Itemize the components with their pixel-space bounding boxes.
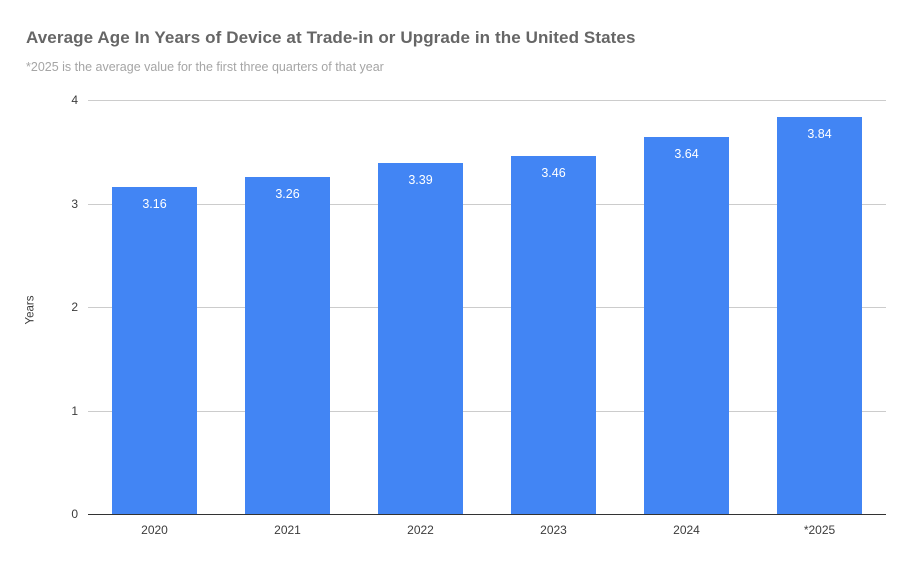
x-axis-tick-label: 2021 <box>274 523 301 537</box>
bar[interactable]: 3.64 <box>644 137 729 514</box>
chart-title: Average Age In Years of Device at Trade-… <box>26 28 636 47</box>
gridline <box>88 410 886 412</box>
y-axis-tick-label: 0 <box>71 507 78 521</box>
bar[interactable]: 3.16 <box>112 186 197 514</box>
bar-value-label: 3.64 <box>674 147 699 162</box>
bar[interactable]: 3.39 <box>378 163 463 514</box>
axis-baseline <box>88 514 886 515</box>
x-axis-tick-label: 2024 <box>673 523 700 537</box>
x-axis-tick-label: *2025 <box>803 523 836 537</box>
bar-value-label: 3.16 <box>142 196 167 211</box>
y-axis-tick-label: 4 <box>71 93 78 107</box>
y-axis-tick-label: 1 <box>71 403 78 418</box>
y-axis-tick-label: 2 <box>71 300 78 314</box>
bar-value-label: 3.39 <box>408 173 433 188</box>
bar-value-label: 3.26 <box>275 186 300 201</box>
chart-subtitle: *2025 is the average value for the first… <box>26 60 384 74</box>
bar[interactable]: 3.46 <box>511 155 596 514</box>
plot-area: 3.16 3.26 3.39 3.46 3.64 3.84 <box>88 100 886 515</box>
x-axis-tick-label: 2022 <box>407 523 434 537</box>
y-axis-tick-label: 3 <box>71 196 78 211</box>
x-axis-tick-label: 2020 <box>141 523 168 537</box>
bar-value-label: 3.46 <box>541 165 566 180</box>
gridline <box>88 100 886 101</box>
bar[interactable]: 3.26 <box>245 176 330 514</box>
gridline <box>88 203 886 205</box>
x-axis-tick-label: 2023 <box>540 523 567 537</box>
bar[interactable]: 3.84 <box>777 116 862 514</box>
bar-value-label: 3.84 <box>807 126 832 141</box>
gridline <box>88 307 886 308</box>
